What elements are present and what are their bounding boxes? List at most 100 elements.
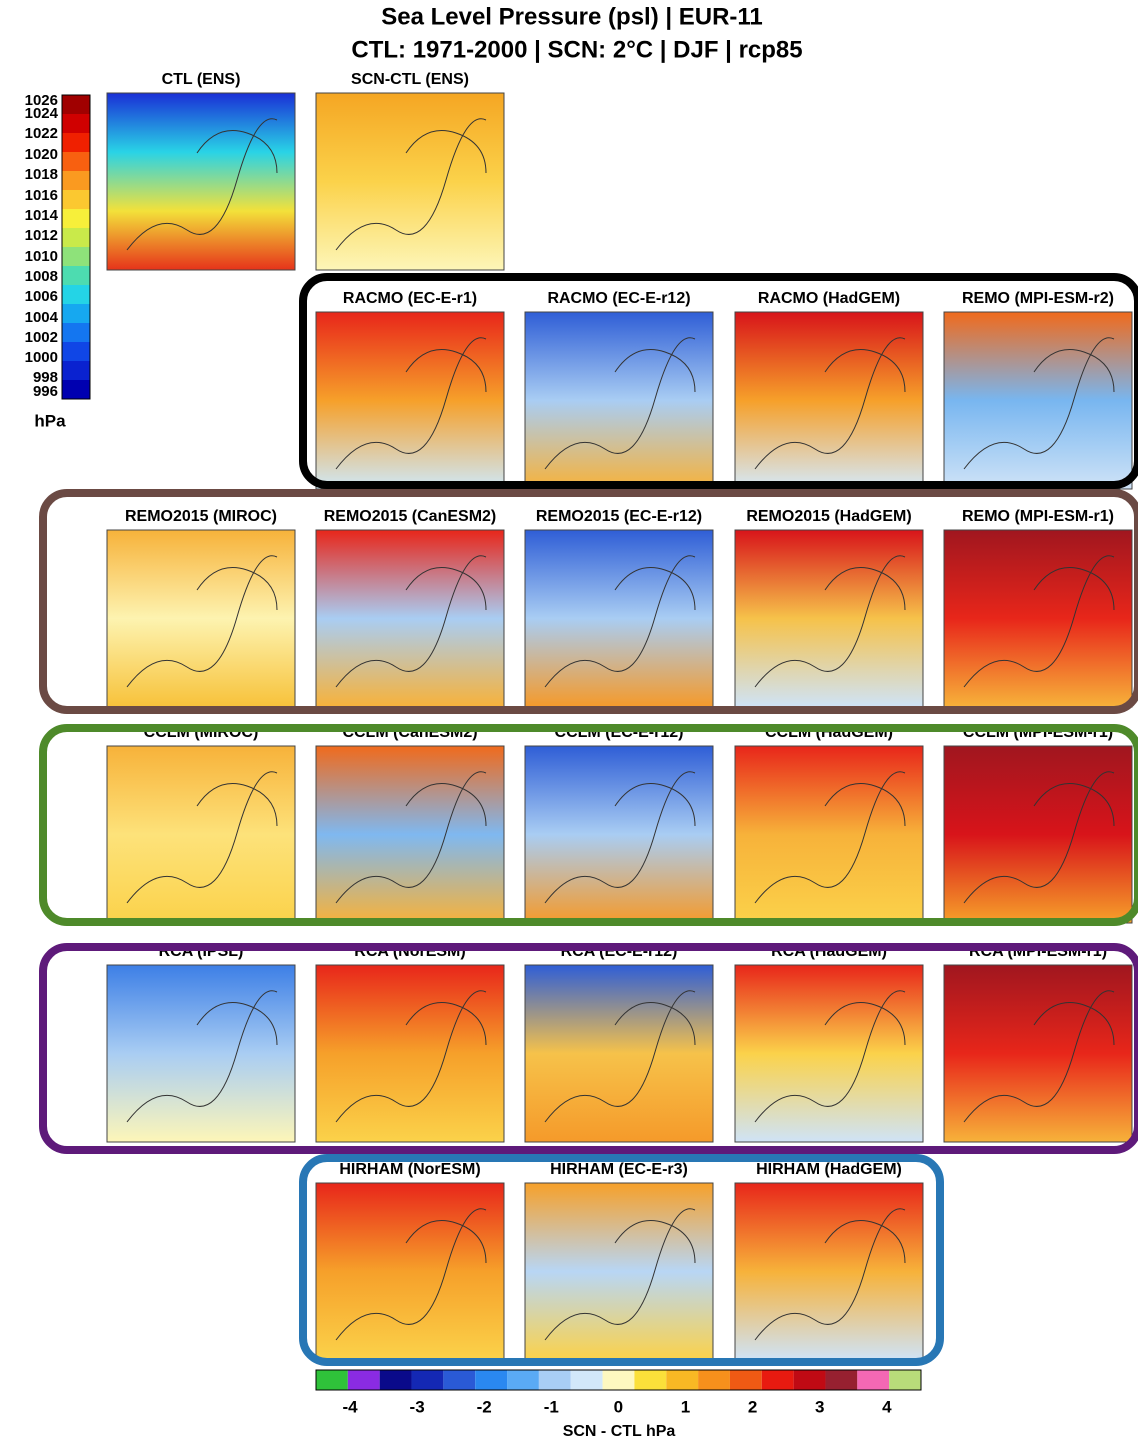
colorbar-swatch: [62, 95, 90, 114]
colorbar-swatch: [62, 114, 90, 133]
colorbar-swatch: [793, 1370, 826, 1390]
group-box: [299, 273, 1138, 489]
colorbar-swatch: [62, 266, 90, 285]
coastline: [126, 990, 278, 1123]
coastline: [963, 990, 1115, 1123]
coastline: [335, 118, 487, 251]
colorbar-swatch: [62, 361, 90, 380]
colorbar-swatch: [62, 342, 90, 361]
panel-title: HIRHAM (EC-E-r3): [550, 1161, 688, 1178]
colorbar-swatch: [62, 380, 90, 399]
panel-title: REMO2015 (HadGEM): [746, 508, 911, 525]
panel-title: REMO (MPI-ESM-r2): [962, 290, 1114, 307]
colorbar-frame: [61, 94, 91, 400]
group-box: [39, 489, 1138, 714]
colorbar-unit: hPa: [34, 411, 66, 430]
colorbar-swatch: [62, 209, 90, 228]
colorbar-tick-label: -3: [410, 1397, 425, 1416]
colorbar-tick-label: 1014: [25, 207, 59, 224]
colorbar-tick-label: 1016: [25, 187, 58, 204]
coastline: [963, 771, 1115, 904]
colorbar-swatch: [62, 228, 90, 247]
coastline: [544, 771, 696, 904]
coastline: [335, 771, 487, 904]
colorbar-swatch: [62, 285, 90, 304]
colorbar-swatch: [538, 1370, 571, 1390]
panel-title: CTL (ENS): [162, 71, 241, 88]
colorbar-tick-label: 3: [815, 1397, 824, 1416]
colorbar-swatch: [62, 171, 90, 190]
coastline: [335, 555, 487, 688]
group-box: [39, 943, 1138, 1154]
coastline: [544, 1208, 696, 1341]
coastline: [963, 555, 1115, 688]
colorbar-swatch: [857, 1370, 890, 1390]
colorbar-tick-label: 1: [681, 1397, 690, 1416]
group-box: [299, 1154, 944, 1366]
colorbar-tick-label: 996: [33, 383, 58, 400]
colorbar-swatch: [62, 304, 90, 323]
coastline: [126, 118, 278, 251]
coastline: [335, 990, 487, 1123]
colorbar-tick-label: 1006: [25, 288, 58, 305]
colorbar-tick-label: -4: [342, 1397, 358, 1416]
group-box: [39, 724, 1138, 926]
colorbar-tick-label: 4: [882, 1397, 892, 1416]
colorbar-tick-label: -1: [544, 1397, 559, 1416]
panel-title: RACMO (EC-E-r1): [343, 290, 477, 307]
colorbar-tick-label: -2: [477, 1397, 492, 1416]
panel-title: REMO2015 (CanESM2): [324, 508, 497, 525]
colorbar-swatch: [411, 1370, 444, 1390]
colorbar-swatch: [62, 133, 90, 152]
panel-title: HIRHAM (HadGEM): [756, 1161, 902, 1178]
colorbar-tick-label: 998: [33, 369, 58, 386]
colorbar-swatch: [634, 1370, 667, 1390]
coastline: [754, 1208, 906, 1341]
panel-title: REMO (MPI-ESM-r1): [962, 508, 1114, 525]
coastline: [754, 771, 906, 904]
colorbar-swatch: [570, 1370, 603, 1390]
colorbar-swatch: [666, 1370, 699, 1390]
coastline: [754, 555, 906, 688]
panel-title: SCN-CTL (ENS): [351, 71, 469, 88]
colorbar-swatch: [316, 1370, 348, 1390]
panel-title: RACMO (EC-E-r12): [547, 290, 690, 307]
coastline: [335, 337, 487, 470]
colorbar-swatch: [825, 1370, 858, 1390]
coastline: [544, 337, 696, 470]
colorbar-tick-label: 0: [614, 1397, 623, 1416]
colorbar-swatch: [62, 190, 90, 209]
colorbar-tick-label: 1020: [25, 146, 58, 163]
coastline: [335, 1208, 487, 1341]
colorbar-tick-label: 1002: [25, 329, 58, 346]
title: Sea Level Pressure (psl) | EUR-11: [381, 3, 763, 30]
colorbar-swatch: [602, 1370, 635, 1390]
colorbar-swatch: [507, 1370, 539, 1390]
coastline: [754, 990, 906, 1123]
colorbar-tick-label: 1010: [25, 248, 58, 265]
colorbar-frame: [315, 1369, 922, 1391]
coastline: [544, 990, 696, 1123]
coastline: [963, 337, 1115, 470]
colorbar-tick-label: 1022: [25, 125, 58, 142]
panel-title: HIRHAM (NorESM): [339, 1161, 480, 1178]
colorbar-swatch: [62, 152, 90, 171]
colorbar-swatch: [379, 1370, 412, 1390]
colorbar-swatch: [62, 247, 90, 266]
subtitle: CTL: 1971-2000 | SCN: 2°C | DJF | rcp85: [351, 36, 802, 63]
colorbar-swatch: [475, 1370, 508, 1390]
panel-title: RACMO (HadGEM): [758, 290, 900, 307]
colorbar-swatch: [347, 1370, 380, 1390]
colorbar-swatch: [698, 1370, 730, 1390]
colorbar-tick-label: 1004: [25, 309, 59, 326]
coastline: [544, 555, 696, 688]
colorbar-swatch: [761, 1370, 794, 1390]
colorbar-tick-label: 1012: [25, 227, 58, 244]
coastline: [126, 771, 278, 904]
colorbar-swatch: [889, 1370, 921, 1390]
panel-title: REMO2015 (EC-E-r12): [536, 508, 702, 525]
colorbar-tick-label: 1018: [25, 166, 58, 183]
colorbar-tick-label: 1026: [25, 92, 58, 109]
coastline: [754, 337, 906, 470]
